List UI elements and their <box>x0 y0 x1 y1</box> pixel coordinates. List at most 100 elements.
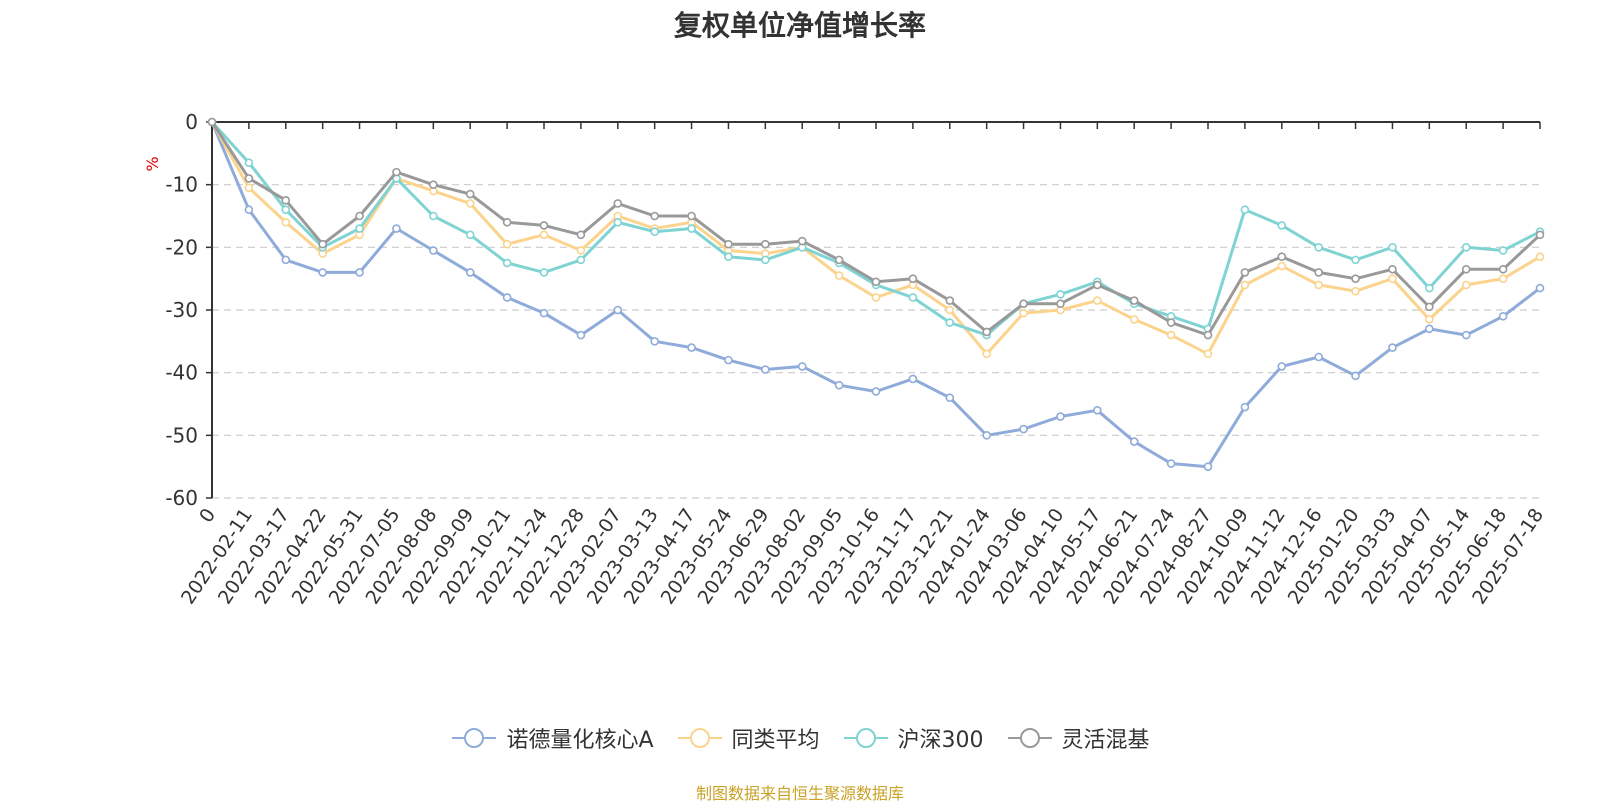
data-point-1 <box>502 239 512 249</box>
data-point-0 <box>945 393 955 403</box>
data-point-0 <box>1535 283 1545 293</box>
data-point-3 <box>244 174 254 183</box>
chart-legend: 诺德量化核心A 同类平均 沪深300 灵活混基 <box>0 722 1600 754</box>
data-point-0 <box>982 431 991 440</box>
data-point-2 <box>429 211 438 221</box>
data-point-2 <box>1461 243 1471 252</box>
chart-title: 复权单位净值增长率 <box>673 9 926 42</box>
y-tick-label: -60 <box>165 486 198 510</box>
data-point-0 <box>1461 330 1471 340</box>
data-point-0 <box>1129 437 1139 446</box>
data-point-3 <box>429 180 438 189</box>
data-point-0 <box>1277 362 1287 371</box>
data-point-0 <box>1056 412 1065 421</box>
data-point-3 <box>502 217 512 227</box>
data-point-3 <box>1240 268 1250 277</box>
data-point-1 <box>945 305 955 315</box>
data-point-3 <box>613 199 623 208</box>
data-point-0 <box>392 224 401 233</box>
legend-marker-icon <box>677 728 722 748</box>
data-point-0 <box>355 268 364 277</box>
data-point-0 <box>1498 311 1508 321</box>
data-point-2 <box>1388 243 1397 252</box>
data-point-3 <box>1093 280 1102 290</box>
data-point-1 <box>1351 286 1360 296</box>
data-point-0 <box>908 374 918 384</box>
data-point-2 <box>650 227 659 236</box>
y-tick-label: -50 <box>165 423 198 447</box>
data-point-3 <box>355 211 364 221</box>
data-point-2 <box>724 252 733 262</box>
data-point-3 <box>1277 252 1287 262</box>
data-point-1 <box>1203 349 1213 359</box>
data-point-2 <box>355 224 364 233</box>
data-point-0 <box>724 355 733 365</box>
y-tick-label: -20 <box>165 235 198 259</box>
data-point-3 <box>576 230 586 240</box>
source-note: 制图数据来自恒生聚源数据库 <box>695 784 904 803</box>
data-point-0 <box>502 293 512 302</box>
data-point-1 <box>1093 296 1102 305</box>
legend-item-series-3[interactable]: 灵活混基 <box>1006 722 1150 754</box>
data-point-1 <box>539 230 549 240</box>
data-point-0 <box>244 205 254 215</box>
data-point-0 <box>539 308 549 318</box>
data-point-3 <box>761 239 770 249</box>
data-point-0 <box>1019 424 1028 434</box>
data-point-0 <box>1388 343 1397 352</box>
data-point-2 <box>1314 243 1323 252</box>
data-point-3 <box>871 277 881 287</box>
data-point-0 <box>1166 459 1176 468</box>
data-point-1 <box>1498 274 1508 283</box>
data-point-3 <box>687 211 696 221</box>
data-point-2 <box>465 230 475 240</box>
data-point-1 <box>1019 308 1028 318</box>
data-point-3 <box>982 327 991 337</box>
data-point-1 <box>1129 315 1139 324</box>
data-point-1 <box>1277 261 1287 271</box>
data-point-3 <box>1351 274 1360 283</box>
legend-marker-icon <box>843 728 888 748</box>
data-point-0 <box>1240 402 1250 412</box>
data-point-3 <box>834 255 844 265</box>
data-point-3 <box>797 236 807 246</box>
data-point-2 <box>613 217 623 227</box>
data-point-3 <box>465 189 475 199</box>
data-point-1 <box>1166 330 1176 340</box>
data-point-1 <box>982 349 991 359</box>
legend-item-series-2[interactable]: 沪深300 <box>842 722 984 754</box>
data-point-3 <box>724 239 733 249</box>
data-point-0 <box>871 387 881 396</box>
series-line-3 <box>210 121 1542 337</box>
data-point-0 <box>1203 462 1213 471</box>
data-point-2 <box>539 268 549 277</box>
data-point-0 <box>797 362 807 371</box>
data-point-3 <box>1498 264 1508 274</box>
data-point-3 <box>1056 299 1065 309</box>
data-point-0 <box>1093 405 1102 415</box>
data-point-2 <box>1277 221 1287 230</box>
data-point-1 <box>244 183 254 193</box>
y-tick-label: 0 <box>185 110 198 134</box>
data-point-0 <box>613 305 623 315</box>
data-point-2 <box>761 255 770 265</box>
data-point-2 <box>281 205 291 215</box>
x-tick-label: 0 <box>195 504 220 526</box>
legend-item-series-0[interactable]: 诺德量化核心A <box>450 722 654 754</box>
data-point-2 <box>1351 255 1360 265</box>
data-point-2 <box>687 224 696 233</box>
legend-item-series-1[interactable]: 同类平均 <box>676 722 820 754</box>
data-point-0 <box>465 268 475 277</box>
data-point-3 <box>1461 264 1471 274</box>
data-point-3 <box>650 211 659 221</box>
data-point-2 <box>576 255 586 265</box>
data-point-1 <box>1314 280 1323 290</box>
data-point-2 <box>1425 283 1434 293</box>
data-point-3 <box>945 296 955 305</box>
data-point-3 <box>1425 302 1434 312</box>
legend-marker-icon <box>452 728 497 748</box>
legend-label: 灵活混基 <box>1061 728 1150 753</box>
series-line-2 <box>210 120 1541 337</box>
data-point-3 <box>1166 318 1176 327</box>
